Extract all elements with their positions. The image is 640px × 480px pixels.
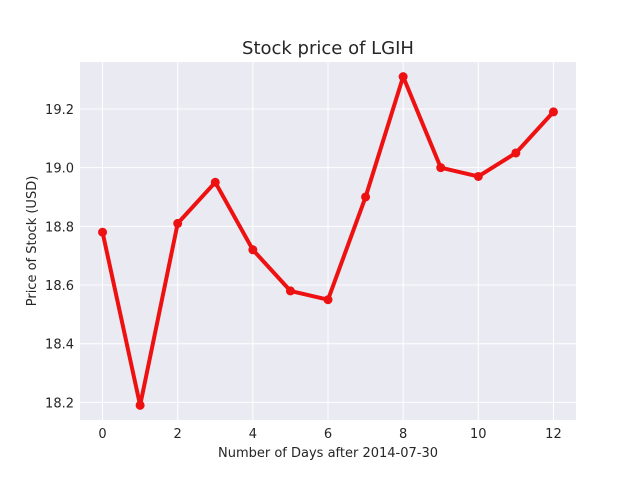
y-tick-label: 19.2 bbox=[45, 103, 74, 118]
y-tick-label: 19.0 bbox=[45, 162, 74, 177]
data-point bbox=[361, 192, 371, 202]
data-point bbox=[511, 148, 521, 158]
data-point bbox=[398, 72, 408, 82]
y-tick-label: 18.4 bbox=[45, 338, 74, 353]
x-tick-label: 4 bbox=[249, 427, 257, 442]
x-axis-ticks: 0 2 4 6 8 10 12 bbox=[98, 427, 561, 442]
x-tick-label: 10 bbox=[470, 427, 487, 442]
data-point bbox=[173, 218, 183, 228]
x-tick-label: 2 bbox=[174, 427, 182, 442]
x-tick-label: 8 bbox=[399, 427, 407, 442]
grid-lines bbox=[80, 62, 576, 420]
y-tick-label: 18.8 bbox=[45, 220, 74, 235]
y-axis-label: Price of Stock (USD) bbox=[25, 176, 40, 307]
chart-title: Stock price of LGIH bbox=[242, 38, 414, 59]
data-point bbox=[135, 400, 145, 410]
data-point bbox=[98, 227, 108, 237]
y-tick-label: 18.2 bbox=[45, 396, 74, 411]
data-point bbox=[210, 177, 220, 187]
x-axis-label: Number of Days after 2014-07-30 bbox=[218, 446, 438, 461]
y-tick-label: 18.6 bbox=[45, 279, 74, 294]
x-tick-label: 6 bbox=[324, 427, 332, 442]
data-point bbox=[285, 286, 295, 296]
x-tick-label: 0 bbox=[98, 427, 106, 442]
y-axis-ticks: 18.2 18.4 18.6 18.8 19.0 19.2 bbox=[45, 103, 74, 411]
data-point bbox=[248, 245, 258, 255]
data-point bbox=[548, 107, 558, 117]
series-group bbox=[98, 72, 558, 410]
x-tick-label: 12 bbox=[545, 427, 562, 442]
data-point bbox=[473, 171, 483, 181]
data-point bbox=[436, 163, 446, 173]
data-point bbox=[323, 295, 333, 305]
